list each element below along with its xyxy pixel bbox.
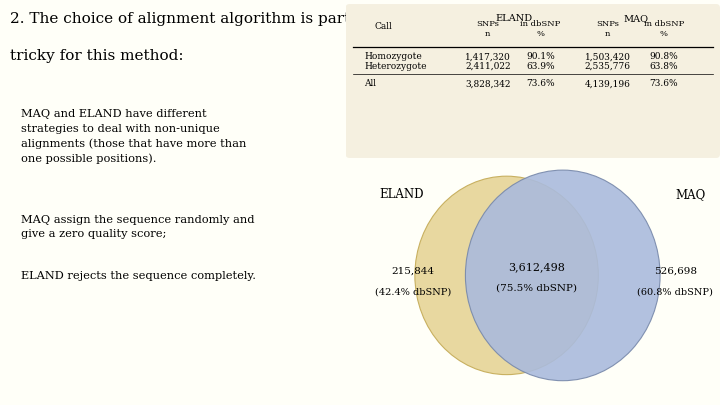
Text: 63.9%: 63.9% (526, 62, 554, 70)
Text: MAQ and ELAND have different
strategies to deal with non-unique
alignments (thos: MAQ and ELAND have different strategies … (21, 109, 246, 164)
Text: 73.6%: 73.6% (649, 79, 678, 88)
Text: 526,698: 526,698 (654, 267, 696, 276)
Text: 63.8%: 63.8% (649, 62, 678, 70)
Text: 3,828,342: 3,828,342 (465, 79, 510, 88)
Text: MAQ: MAQ (624, 14, 648, 23)
Circle shape (465, 170, 660, 381)
Text: 2. The choice of alignment algorithm is particularly: 2. The choice of alignment algorithm is … (10, 12, 409, 26)
Text: (60.8% dbSNP): (60.8% dbSNP) (637, 287, 713, 296)
Text: ELAND: ELAND (495, 14, 533, 23)
Text: ELAND rejects the sequence completely.: ELAND rejects the sequence completely. (21, 271, 256, 281)
Circle shape (415, 176, 598, 375)
Text: 1,417,320: 1,417,320 (465, 52, 510, 61)
FancyBboxPatch shape (346, 4, 720, 158)
Text: ELAND: ELAND (379, 188, 424, 201)
Text: 3,612,498: 3,612,498 (508, 262, 565, 272)
Text: 90.8%: 90.8% (649, 52, 678, 61)
Text: Homozygote: Homozygote (364, 52, 422, 61)
Text: Heterozygote: Heterozygote (364, 62, 427, 70)
Text: 2,535,776: 2,535,776 (585, 62, 631, 70)
Text: (75.5% dbSNP): (75.5% dbSNP) (496, 283, 577, 292)
Text: MAQ assign the sequence randomly and
give a zero quality score;: MAQ assign the sequence randomly and giv… (21, 215, 254, 239)
Text: SNPs
n: SNPs n (477, 20, 499, 38)
Text: (42.4% dbSNP): (42.4% dbSNP) (375, 287, 451, 296)
Text: in dbSNP
%: in dbSNP % (520, 20, 560, 38)
Text: 2,411,022: 2,411,022 (465, 62, 510, 70)
Text: in dbSNP
%: in dbSNP % (644, 20, 684, 38)
Text: 90.1%: 90.1% (526, 52, 554, 61)
Text: All: All (364, 79, 377, 88)
Text: MAQ: MAQ (675, 188, 705, 201)
Text: Call: Call (374, 22, 392, 31)
Text: 4,139,196: 4,139,196 (585, 79, 631, 88)
Text: tricky for this method:: tricky for this method: (10, 49, 184, 63)
Text: 73.6%: 73.6% (526, 79, 554, 88)
Text: 215,844: 215,844 (392, 267, 434, 276)
Text: SNPs
n: SNPs n (596, 20, 619, 38)
Text: 1,503,420: 1,503,420 (585, 52, 631, 61)
